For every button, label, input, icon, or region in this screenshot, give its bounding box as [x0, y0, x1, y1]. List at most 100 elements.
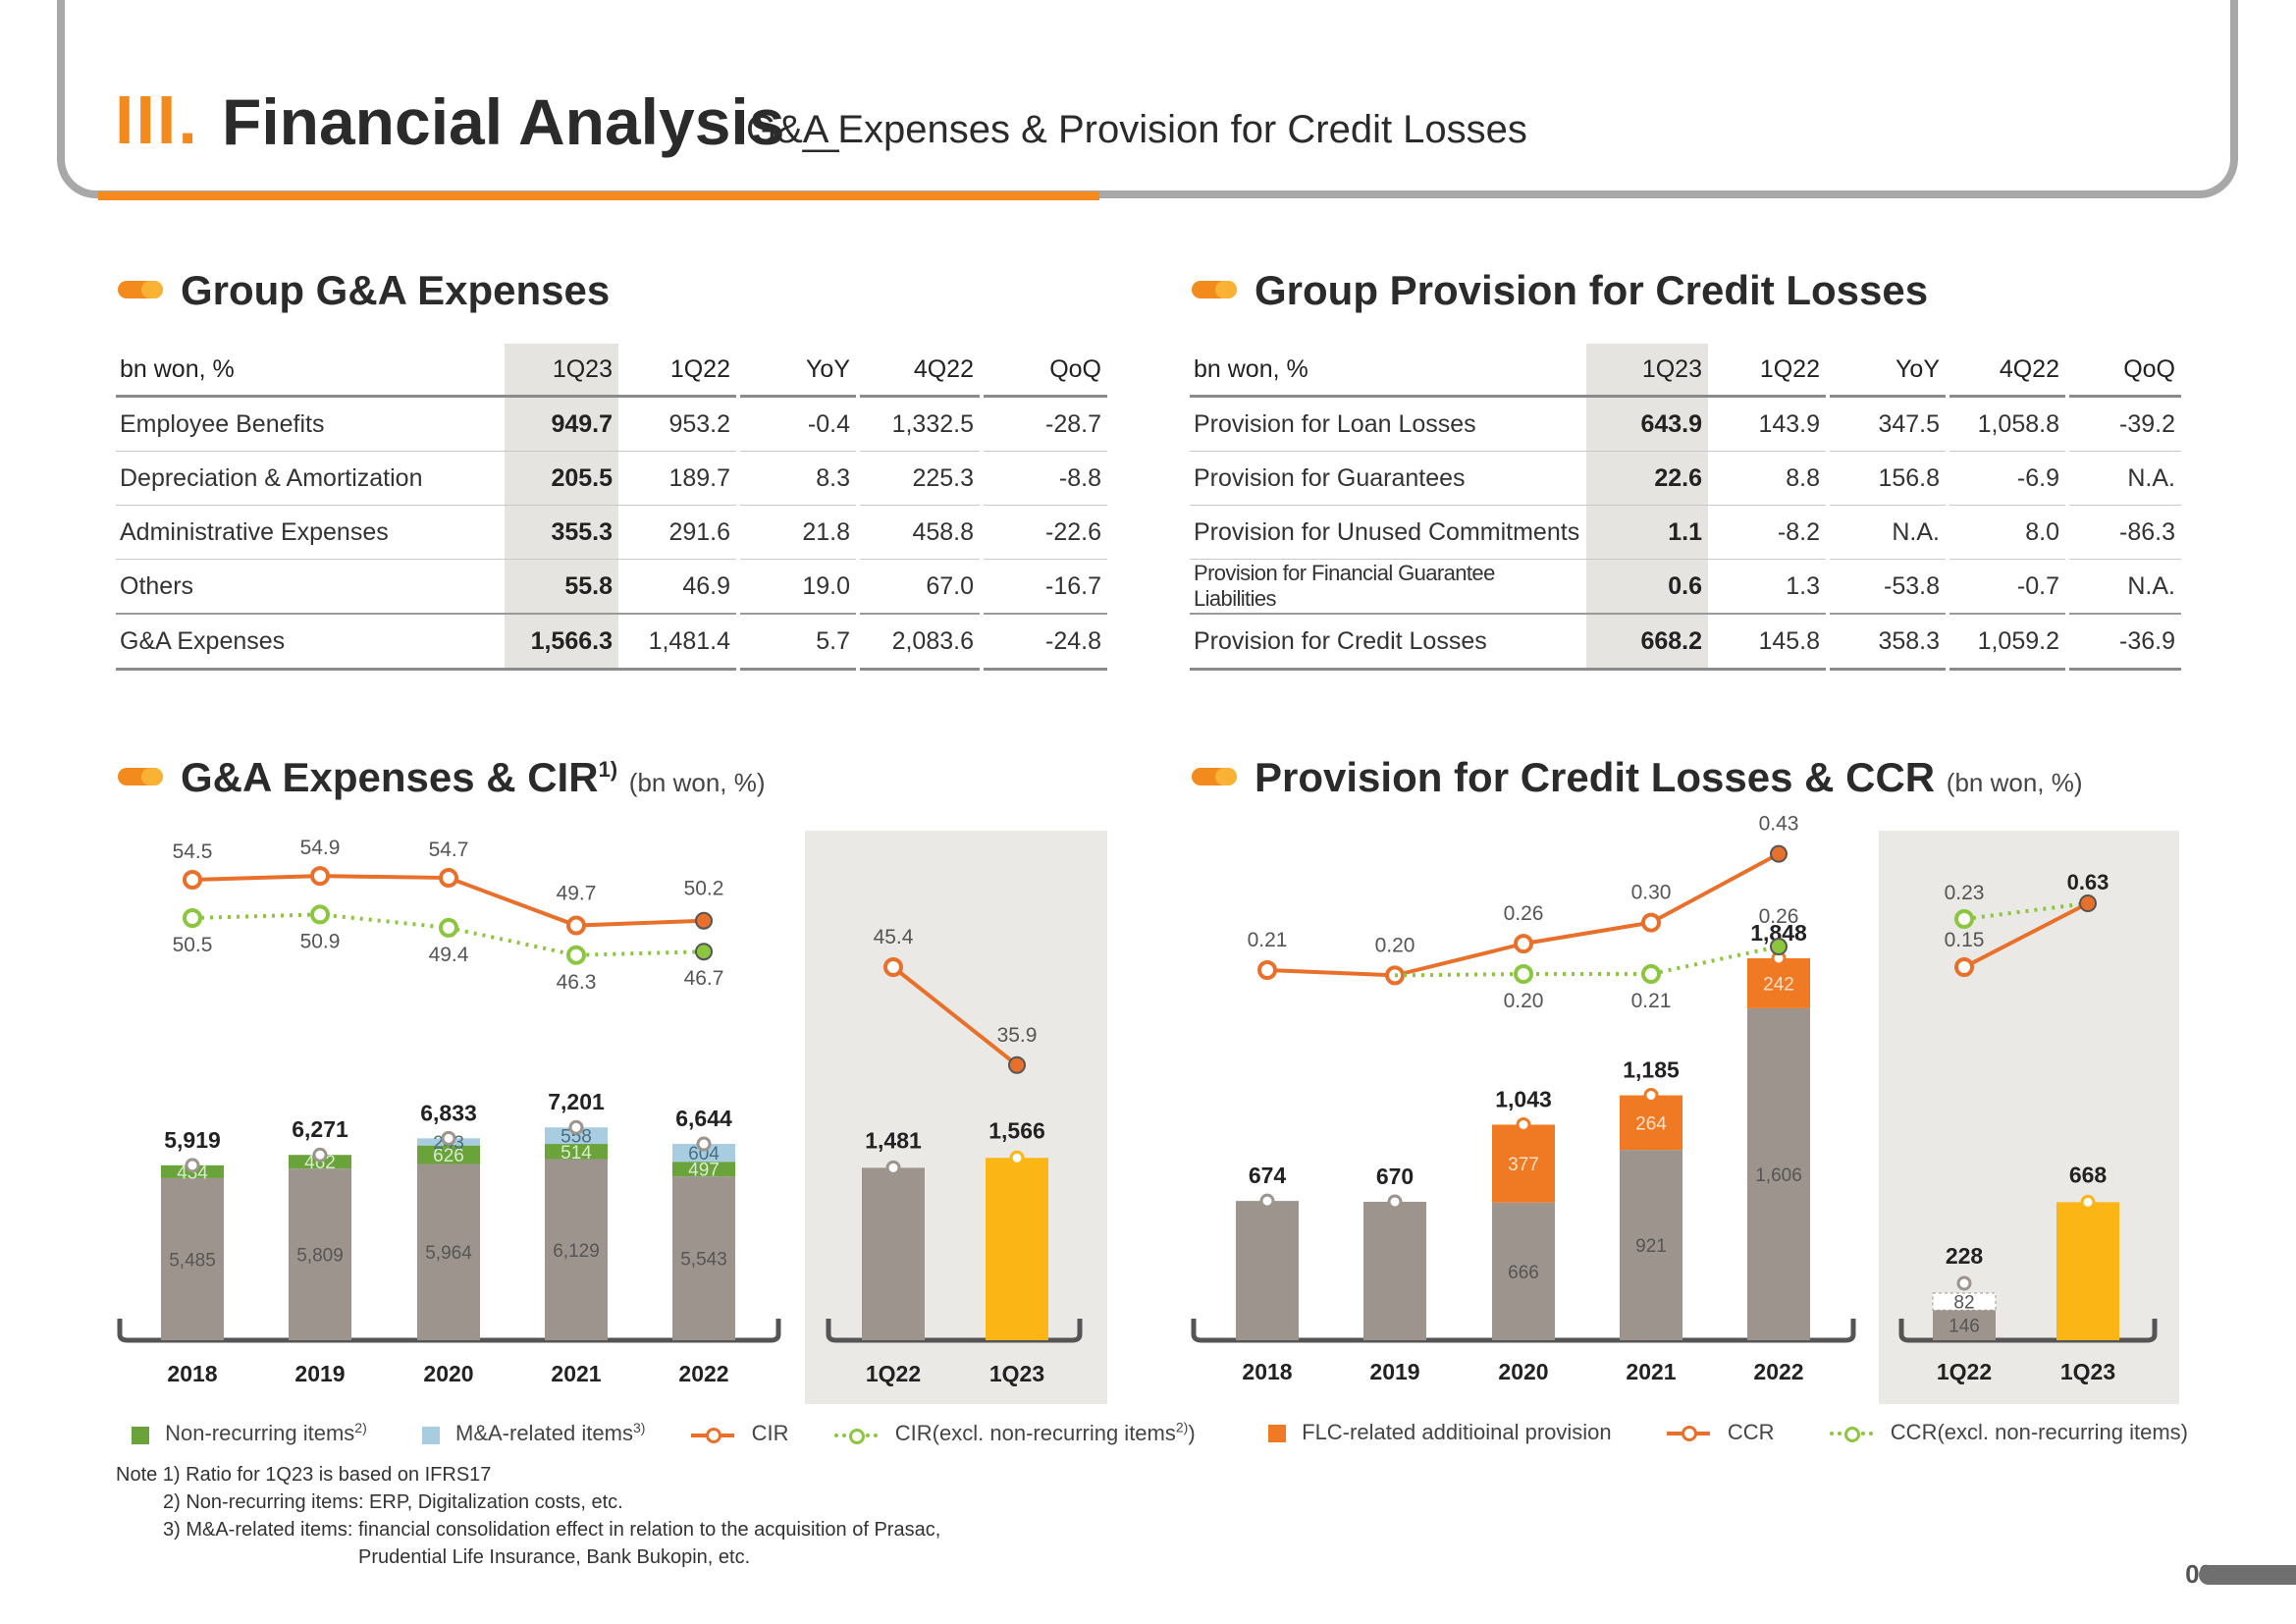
- bullet-pill-icon: [118, 767, 163, 785]
- table-cell: -28.7: [980, 396, 1107, 452]
- table-cell: 1,332.5: [856, 396, 982, 452]
- table-row: Provision for Guarantees 22.6 8.8 156.8 -6.9…: [1190, 451, 2181, 506]
- data-label: 264: [1635, 1113, 1667, 1134]
- x-tick-label: 1Q23: [2060, 1359, 2115, 1384]
- bar-ma-related: [672, 1144, 735, 1163]
- column-header: 4Q22: [856, 344, 982, 398]
- table-cell: 1,058.8: [1946, 396, 2067, 452]
- line-point: [883, 957, 903, 977]
- line-value-label: 0.63: [2067, 870, 2109, 894]
- total-marker: [185, 1158, 200, 1173]
- total-marker: [885, 1160, 901, 1175]
- data-label: 146: [1949, 1317, 1980, 1337]
- total-marker: [1516, 1116, 1531, 1132]
- footnote: Prudential Life Insurance, Bank Bukopin,…: [358, 1546, 751, 1568]
- table-cell: 458.8: [856, 505, 982, 560]
- column-header: bn won, %: [116, 344, 505, 398]
- total-marker: [1387, 1194, 1403, 1210]
- line-value-label: 0.26: [1504, 902, 1544, 925]
- x-tick-label: 2019: [1369, 1359, 1419, 1384]
- table-cell: 643.9: [1586, 396, 1708, 452]
- table-cell: 8.0: [1946, 505, 2067, 560]
- row-label: Administrative Expenses: [116, 505, 505, 560]
- header-accent-bar: [98, 191, 1099, 200]
- table-cell: -86.3: [2065, 505, 2181, 560]
- table-cell: 2,083.6: [856, 613, 982, 671]
- table-cell: 205.5: [505, 451, 618, 506]
- line-value-label: 35.9: [997, 1024, 1038, 1047]
- x-tick-label: 1Q22: [1937, 1359, 1992, 1384]
- line-value-label: 45.4: [874, 926, 914, 948]
- line-value-label: 50.9: [300, 930, 341, 952]
- table-cell: 358.3: [1826, 613, 1948, 671]
- row-label: G&A Expenses: [116, 613, 505, 671]
- bar-base: [1363, 1201, 1426, 1340]
- column-header: QoQ: [2065, 344, 2181, 398]
- table-cell: N.A.: [2065, 559, 2181, 615]
- table-row: Provision for Financial Guarantee Liabil…: [1190, 559, 2181, 615]
- data-label: 497: [688, 1161, 720, 1181]
- table-cell: -8.8: [980, 451, 1107, 506]
- total-label: 228: [1946, 1243, 1984, 1269]
- data-label: 6,129: [553, 1241, 600, 1262]
- line-point: [183, 908, 202, 928]
- prov-chart-heading: Provision for Credit Losses & CCR (bn wo…: [1192, 754, 2083, 801]
- line-point: [1008, 1056, 1026, 1074]
- line-value-label: 0.20: [1375, 934, 1415, 956]
- prov-table-heading: Group Provision for Credit Losses: [1192, 267, 1928, 314]
- line-point: [183, 870, 202, 890]
- prov-legend: FLC-related additioinal provision CCR CC…: [1268, 1420, 2188, 1445]
- line-point: [439, 917, 458, 938]
- footnote: 2) Non-recurring items: ERP, Digitalizat…: [163, 1491, 623, 1513]
- column-header: 1Q23: [505, 344, 618, 398]
- total-label: 7,201: [548, 1089, 605, 1114]
- line-value-label: 50.2: [684, 878, 724, 900]
- total-marker: [1009, 1150, 1025, 1165]
- legend-label-ccr: CCR: [1727, 1420, 1775, 1444]
- table-cell: 19.0: [736, 559, 858, 615]
- legend-line-cir-icon: [690, 1427, 734, 1443]
- table-cell: 5.7: [736, 613, 858, 671]
- table-cell: 953.2: [618, 396, 738, 452]
- total-label: 670: [1376, 1164, 1414, 1189]
- line-point: [1954, 957, 1974, 977]
- line-value-label: 0.23: [1945, 882, 1985, 904]
- bar-recurring: [417, 1164, 480, 1340]
- total-label: 1,043: [1495, 1086, 1552, 1111]
- data-label: 242: [1763, 974, 1794, 995]
- bar-ma-related: [545, 1127, 608, 1145]
- line-point: [566, 915, 586, 936]
- total-label: 6,271: [292, 1116, 348, 1142]
- total-marker: [1643, 1088, 1659, 1104]
- total-label: 674: [1249, 1163, 1287, 1188]
- table-cell: 668.2: [1586, 613, 1708, 671]
- ga-expenses-table: bn won, % 1Q23 1Q22 YoY 4Q22 QoQ Employe…: [116, 344, 1107, 671]
- bar-recurring: [672, 1176, 735, 1340]
- total-label: 6,644: [675, 1106, 732, 1131]
- total-label: 668: [2069, 1162, 2108, 1187]
- total-marker: [312, 1147, 328, 1163]
- table-cell: 8.3: [736, 451, 858, 506]
- table-header-row: bn won, % 1Q23 1Q22 YoY 4Q22 QoQ: [1190, 344, 2181, 398]
- table-cell: -0.7: [1946, 559, 2067, 615]
- data-label: 5,543: [680, 1250, 727, 1271]
- table-cell: 0.6: [1586, 559, 1708, 615]
- bar-base: [1620, 1150, 1682, 1340]
- table-cell: 347.5: [1826, 396, 1948, 452]
- line-value-label: 0.26: [1759, 905, 1799, 928]
- column-header: 1Q23: [1586, 344, 1708, 398]
- bar-extra: [1932, 1292, 1997, 1311]
- section-number: III.: [115, 81, 199, 158]
- line-value-label: 0.30: [1631, 882, 1672, 904]
- bar-base: [1747, 1007, 1810, 1340]
- row-label: Provision for Unused Commitments: [1190, 505, 1586, 560]
- table-cell: -6.9: [1946, 451, 2067, 506]
- total-marker: [568, 1119, 584, 1135]
- data-label: 377: [1508, 1155, 1539, 1175]
- row-label: Provision for Loan Losses: [1190, 396, 1586, 452]
- x-tick-label: 2022: [1753, 1359, 1803, 1384]
- table-cell: 21.8: [736, 505, 858, 560]
- line-point: [1954, 909, 1974, 929]
- column-header: QoQ: [980, 344, 1107, 398]
- table-cell: 189.7: [618, 451, 738, 506]
